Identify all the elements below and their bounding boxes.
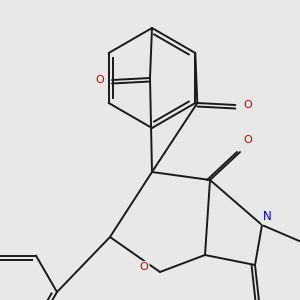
Text: O: O: [140, 262, 148, 272]
Text: N: N: [262, 211, 272, 224]
Text: O: O: [96, 75, 104, 85]
Text: O: O: [244, 135, 252, 145]
Text: O: O: [243, 100, 252, 110]
